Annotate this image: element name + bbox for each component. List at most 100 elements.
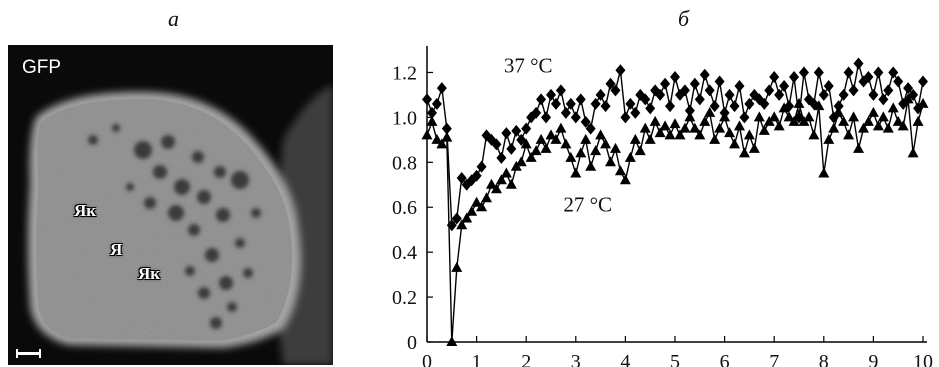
data-point-diamond xyxy=(739,111,750,124)
data-point-triangle xyxy=(738,147,750,158)
data-point-triangle xyxy=(540,142,552,153)
data-point-triangle xyxy=(560,138,572,149)
data-point-triangle xyxy=(793,97,805,108)
data-point-triangle xyxy=(605,156,617,167)
data-point-diamond xyxy=(769,70,780,83)
y-tick-label: 0.2 xyxy=(392,287,417,309)
data-point-triangle xyxy=(659,120,671,131)
y-tick-label: 0.6 xyxy=(392,197,417,219)
data-point-diamond xyxy=(506,142,517,155)
y-tick-label: 0.4 xyxy=(392,242,417,264)
data-point-diamond xyxy=(446,219,457,232)
data-point-triangle xyxy=(565,151,577,162)
data-point-diamond xyxy=(605,77,616,90)
data-point-triangle xyxy=(694,129,706,140)
data-point-triangle xyxy=(788,115,800,126)
data-point-diamond xyxy=(436,82,447,95)
x-tick-label: 9 xyxy=(868,351,878,367)
data-point-diamond xyxy=(610,84,621,97)
data-point-triangle xyxy=(505,178,517,189)
data-point-triangle xyxy=(520,138,532,149)
data-point-triangle xyxy=(778,102,790,113)
data-point-triangle xyxy=(515,156,527,167)
data-point-diamond xyxy=(600,100,611,113)
data-point-diamond xyxy=(456,172,467,185)
data-point-diamond xyxy=(689,77,700,90)
data-point-triangle xyxy=(758,124,770,135)
y-tick-label: 0.8 xyxy=(392,152,417,174)
data-point-triangle xyxy=(709,133,721,144)
data-point-triangle xyxy=(654,127,666,138)
data-point-diamond xyxy=(665,100,676,113)
data-point-diamond xyxy=(893,75,904,88)
data-point-diamond xyxy=(431,97,442,110)
data-point-diamond xyxy=(560,106,571,119)
data-point-diamond xyxy=(853,57,864,70)
cell-image xyxy=(8,45,333,365)
x-tick-label: 0 xyxy=(422,351,432,367)
data-point-triangle xyxy=(877,111,889,122)
data-point-triangle xyxy=(828,122,840,133)
data-point-triangle xyxy=(887,102,899,113)
data-point-diamond xyxy=(570,111,581,124)
data-point-diamond xyxy=(620,111,631,124)
data-point-diamond xyxy=(565,97,576,110)
data-point-diamond xyxy=(714,75,725,88)
data-point-diamond xyxy=(784,100,795,113)
x-tick-label: 10 xyxy=(913,351,933,367)
data-point-diamond xyxy=(818,88,829,101)
data-point-triangle xyxy=(912,115,924,126)
data-point-triangle xyxy=(818,167,830,178)
data-point-triangle xyxy=(619,174,631,185)
data-point-triangle xyxy=(783,111,795,122)
data-point-triangle xyxy=(495,174,507,185)
scale-bar xyxy=(16,349,41,358)
data-point-triangle xyxy=(629,133,641,144)
data-point-diamond xyxy=(655,88,666,101)
data-point-diamond xyxy=(550,97,561,110)
data-point-triangle xyxy=(733,120,745,131)
data-point-diamond xyxy=(645,102,656,115)
data-point-diamond xyxy=(749,88,760,101)
x-tick-label: 6 xyxy=(720,351,730,367)
annotation-27c: 27 °C xyxy=(563,193,612,217)
data-point-diamond xyxy=(868,88,879,101)
data-point-triangle xyxy=(743,129,755,140)
data-point-diamond xyxy=(555,84,566,97)
data-point-diamond xyxy=(595,88,606,101)
data-point-diamond xyxy=(724,88,735,101)
data-point-triangle xyxy=(481,192,493,203)
data-point-triangle xyxy=(853,142,865,153)
data-point-triangle xyxy=(585,160,597,171)
x-tick-label: 3 xyxy=(571,351,581,367)
data-point-triangle xyxy=(600,138,612,149)
data-point-diamond xyxy=(863,70,874,83)
data-point-triangle xyxy=(803,111,815,122)
annotation-37c: 37 °C xyxy=(504,53,553,77)
data-point-diamond xyxy=(918,75,928,88)
data-point-triangle xyxy=(892,115,904,126)
data-point-diamond xyxy=(660,77,671,90)
data-point-triangle xyxy=(466,205,478,216)
x-tick-label: 4 xyxy=(620,351,630,367)
data-point-diamond xyxy=(744,97,755,110)
data-point-triangle xyxy=(609,142,621,153)
data-point-triangle xyxy=(426,115,438,126)
data-point-triangle xyxy=(664,129,676,140)
panel-label-b: б xyxy=(678,6,690,31)
data-point-diamond xyxy=(888,66,899,79)
data-point-triangle xyxy=(719,111,731,122)
x-tick-label: 7 xyxy=(769,351,779,367)
data-point-diamond xyxy=(679,84,690,97)
dark-inclusions xyxy=(88,124,261,329)
data-point-diamond xyxy=(476,160,487,173)
data-point-diamond xyxy=(575,93,586,106)
data-point-diamond xyxy=(684,104,695,117)
data-point-diamond xyxy=(630,106,641,119)
data-point-triangle xyxy=(550,133,562,144)
chart-annotations: 37 °C 27 °C xyxy=(504,53,612,216)
data-point-diamond xyxy=(699,68,710,81)
data-point-triangle xyxy=(882,122,894,133)
data-point-triangle xyxy=(525,151,537,162)
series-triangle xyxy=(421,93,929,346)
